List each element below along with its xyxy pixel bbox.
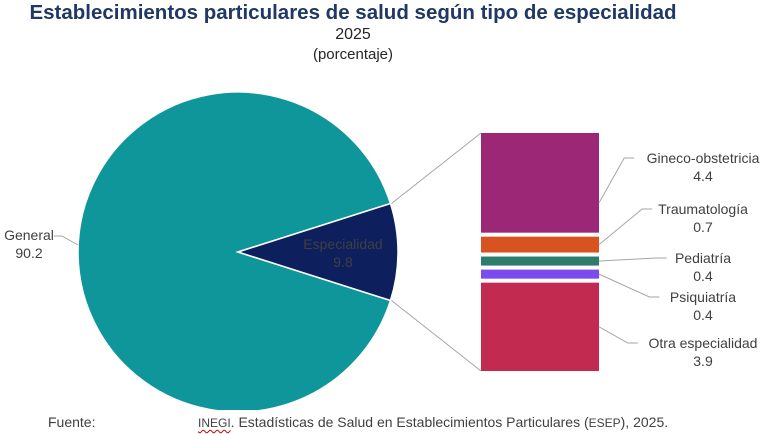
leader-general [54, 235, 79, 246]
pie-of-bar-chart: General 90.2 Especialidad 9.8 Gineco-obstetr… [4, 91, 760, 410]
chart-unit: (porcentaje) [312, 46, 394, 63]
bar-segment-0 [481, 133, 599, 233]
label-0: Gineco-obstetricia [647, 150, 760, 166]
value-general: 90.2 [15, 245, 42, 261]
source-label: Fuente: [48, 414, 96, 430]
label-group: General 90.2 Especialidad 9.8 Gineco-obstetr… [4, 150, 760, 369]
value-4: 3.9 [693, 353, 713, 369]
chart-year: 2025 [335, 26, 371, 43]
source-text: INEGI. Estadísticas de Salud en Establec… [198, 414, 668, 430]
value-especialidad: 9.8 [333, 254, 353, 270]
label-general: General [4, 227, 54, 243]
connector-lines [391, 132, 482, 372]
value-2: 0.4 [693, 268, 713, 284]
connector-top [391, 132, 482, 204]
source-title: . Estadísticas de Salud en Establecimien… [230, 414, 589, 430]
bar-segment-3 [481, 269, 599, 279]
chart-title: Establecimientos particulares de salud s… [29, 1, 677, 24]
leader-1 [598, 208, 653, 245]
stacked-bar-group [481, 133, 599, 371]
value-3: 0.4 [693, 307, 713, 323]
leader-4 [598, 326, 638, 344]
leader-3 [598, 273, 660, 298]
value-0: 4.4 [693, 168, 713, 184]
label-1: Traumatología [658, 201, 748, 217]
bar-segment-4 [481, 282, 599, 371]
bar-segment-2 [481, 256, 599, 266]
source-org: INEGI [198, 416, 231, 430]
label-4: Otra especialidad [649, 335, 758, 351]
label-2: Pediatría [675, 250, 731, 266]
pie-group [77, 91, 399, 410]
pie-slice-general [77, 91, 392, 410]
value-1: 0.7 [693, 219, 713, 235]
label-especialidad: Especialidad [303, 236, 382, 252]
leader-0 [598, 157, 635, 204]
pie-slice-especialidad [235, 202, 399, 302]
source-end: ), 2025. [620, 414, 669, 430]
bar-segment-1 [481, 236, 599, 253]
label-3: Psiquiatría [670, 289, 736, 305]
source-abbr: ESEP [588, 416, 621, 430]
leader-2 [598, 257, 667, 262]
connector-bottom [391, 300, 482, 372]
